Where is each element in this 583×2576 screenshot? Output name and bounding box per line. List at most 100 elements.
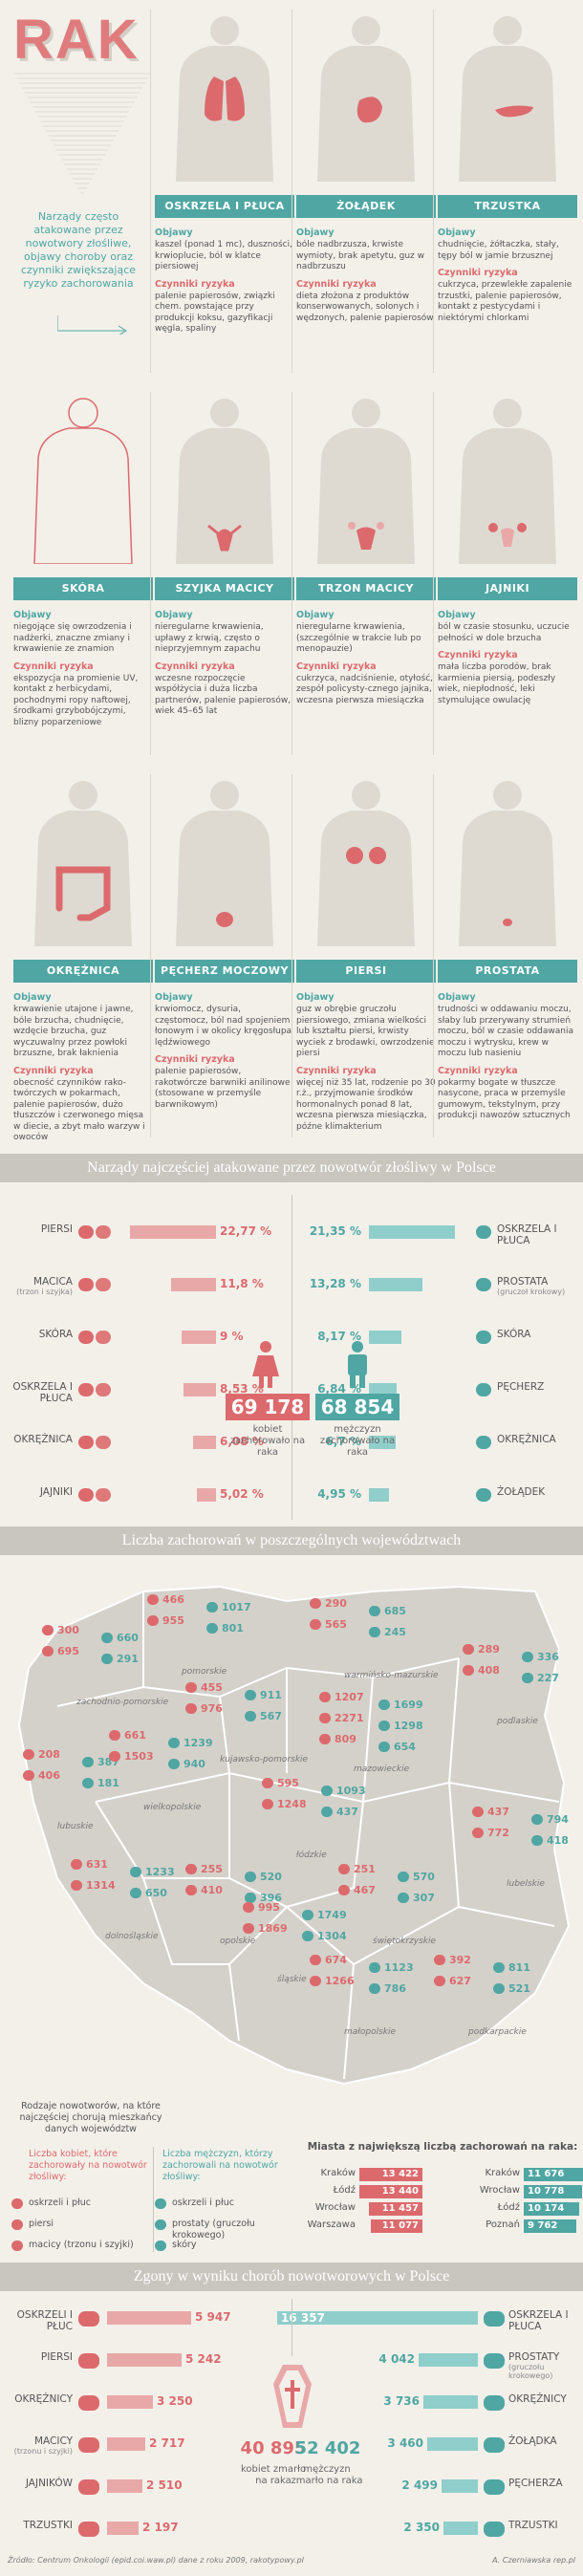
risk-heading: Czynniki ryzyka bbox=[13, 660, 94, 672]
region-women-icon bbox=[185, 1864, 197, 1874]
organ-name: SZYJKA MACICY bbox=[155, 577, 294, 600]
organ-icon bbox=[484, 2479, 505, 2495]
organ-name: JAJNIKI bbox=[438, 577, 577, 600]
organ-icon bbox=[476, 1488, 491, 1502]
region-group: lubuskie 208 406 387 181 bbox=[19, 1748, 153, 1854]
value-label: 5,02 % bbox=[220, 1487, 264, 1501]
bar bbox=[369, 1225, 455, 1239]
legend-women-item: piersi bbox=[29, 2219, 54, 2229]
region-name: zachodnio-pomorskie bbox=[76, 1698, 169, 1707]
value-label: 8,53 % bbox=[220, 1382, 264, 1396]
region-women-value: 595 bbox=[277, 1777, 299, 1789]
organ-icon bbox=[476, 1331, 491, 1344]
region-name: warmińsko-mazurskie bbox=[344, 1671, 439, 1680]
organ-icon bbox=[96, 1488, 111, 1502]
women-total: 69 178 bbox=[226, 1394, 310, 1420]
organ-name: PĘCHERZ MOCZOWY bbox=[155, 960, 294, 983]
women-death-label: OSKRZELI I PŁUC bbox=[16, 2309, 73, 2332]
region-men-icon bbox=[369, 1606, 380, 1616]
section-incidence-title: Narządy najczęściej atakowane przez nowo… bbox=[0, 1154, 583, 1182]
legend-men-item: prostaty (gruczołu krokowego) bbox=[172, 2219, 255, 2240]
men-category-label: OSKRZELA I PŁUCA bbox=[497, 1223, 557, 1246]
region-women-icon bbox=[338, 1864, 350, 1874]
bar bbox=[107, 2479, 142, 2493]
region-group: śląskie 995 1869 1749 1304 bbox=[239, 1901, 373, 2007]
region-women-value: 809 bbox=[335, 1733, 356, 1745]
symptoms-text: krwiomocz, dysuria, częstomocz, ból nad … bbox=[155, 1005, 292, 1048]
women-category-label: SKÓRA bbox=[38, 1329, 73, 1340]
risk-text: obecność czynników rako-twórczych w poka… bbox=[13, 1077, 145, 1143]
poland-outline bbox=[17, 1585, 571, 2086]
region-men-icon bbox=[168, 1738, 180, 1748]
region-women-icon bbox=[23, 1749, 34, 1760]
value-label: 6,7 % bbox=[325, 1435, 361, 1448]
organ-card: TRZUSTKA Objawy chudnięcie, żółtaczka, sta… bbox=[438, 0, 577, 382]
region-name: mazowieckie bbox=[354, 1764, 410, 1774]
symptoms-text: nieregularne krwawienia, (szczególnie w … bbox=[296, 622, 421, 654]
legend-women-icon bbox=[11, 2240, 23, 2251]
legend-women-item: oskrzeli i płuc bbox=[29, 2197, 91, 2208]
organ-icon bbox=[78, 2437, 99, 2453]
legend-men-item: skóry bbox=[172, 2240, 197, 2250]
value-label: 2 197 bbox=[142, 2521, 179, 2534]
organ-icon bbox=[96, 1225, 111, 1239]
region-men-value: 227 bbox=[537, 1672, 559, 1684]
region-women-value: 392 bbox=[449, 1954, 471, 1966]
men-category-label: OKRĘŻNICA bbox=[497, 1434, 556, 1445]
region-name: pomorskie bbox=[182, 1667, 227, 1677]
region-men-value: 437 bbox=[336, 1806, 358, 1818]
women-category-label: PIERSI bbox=[40, 1223, 73, 1235]
region-women-value: 251 bbox=[354, 1863, 376, 1875]
region-name: podlaskie bbox=[497, 1717, 538, 1726]
region-men-value: 307 bbox=[413, 1892, 435, 1904]
city-bar: 11 077 bbox=[371, 2219, 422, 2233]
organ-details: Objawy krwiomocz, dysuria, częstomocz, bó… bbox=[155, 986, 294, 1111]
women-caption: kobiet zachorowało na raka bbox=[229, 1424, 306, 1458]
organ-icon bbox=[476, 1436, 491, 1449]
legend-men-icon bbox=[155, 2240, 166, 2251]
legend-men-title: Liczba mężczyzn, którzy zachorowali na n… bbox=[162, 2149, 278, 2182]
risk-text: cukrzyca, przewlekłe zapalenie trzustki,… bbox=[438, 280, 572, 323]
region-group: zachodnio-pomorskie 300 695 660 291 bbox=[38, 1624, 172, 1730]
region-women-icon bbox=[319, 1734, 331, 1744]
organ-icon bbox=[78, 1331, 94, 1344]
city-name: Poznań bbox=[486, 2219, 520, 2230]
category-note: (trzon i szyjka) bbox=[16, 1288, 73, 1296]
region-men-value: 521 bbox=[508, 1982, 530, 1995]
bar bbox=[369, 1383, 397, 1396]
organ-icon bbox=[96, 1383, 111, 1396]
women-death-label: MACICY (trzonu i szyjki) bbox=[4, 2435, 73, 2456]
value-label: 4,95 % bbox=[317, 1487, 361, 1501]
region-women-icon bbox=[185, 1682, 197, 1693]
region-men-value: 794 bbox=[547, 1813, 569, 1826]
symptoms-heading: Objawy bbox=[155, 610, 193, 620]
region-women-value: 437 bbox=[487, 1806, 509, 1818]
region-name: podkarpackie bbox=[468, 2027, 527, 2037]
risk-text: cukrzyca, nadciśnienie, otyłość, zespół … bbox=[296, 673, 433, 705]
bar bbox=[197, 1488, 216, 1502]
region-men-icon bbox=[302, 1931, 313, 1941]
legend-divider bbox=[153, 2147, 154, 2252]
legend-intro: Rodzaje nowotworów, na które najczęściej… bbox=[19, 2101, 162, 2134]
bar bbox=[107, 2395, 153, 2409]
risk-text: wczesne rozpoczęcie współżycia i duża li… bbox=[155, 673, 292, 717]
region-group: dolnośląskie 631 1314 1233 650 bbox=[67, 1858, 201, 1964]
region-group: warmińsko-mazurskie 290 565 685 245 bbox=[306, 1597, 440, 1703]
symptoms-text: ból w czasie stosunku, uczucie pełności … bbox=[438, 622, 570, 643]
organ-card: ŻOŁĄDEK Objawy bóle nadbrzusza, krwiste wy… bbox=[296, 0, 436, 382]
value-label: 3 250 bbox=[157, 2394, 193, 2408]
women-category-label: OKRĘŻNICA bbox=[13, 1434, 73, 1445]
region-name: dolnośląskie bbox=[105, 1932, 159, 1941]
symptoms-text: guz w obrębie gruczołu piersiowego, zmia… bbox=[296, 1005, 435, 1058]
region-men-value: 1093 bbox=[336, 1785, 366, 1797]
city-name: Kraków bbox=[320, 2168, 356, 2178]
bar bbox=[369, 1488, 389, 1502]
region-women-icon bbox=[185, 1885, 197, 1895]
region-group: wielkopolskie 661 1503 1239 940 bbox=[105, 1729, 239, 1835]
region-name: opolskie bbox=[220, 1937, 256, 1946]
legend-men-icon bbox=[155, 2198, 166, 2209]
organ-card: OSKRZELA I PŁUCA Objawy kaszel (ponad 1 mc… bbox=[155, 0, 294, 382]
symptoms-heading: Objawy bbox=[438, 227, 476, 238]
risk-heading: Czynniki ryzyka bbox=[155, 1054, 235, 1065]
region-women-value: 1314 bbox=[86, 1879, 116, 1892]
